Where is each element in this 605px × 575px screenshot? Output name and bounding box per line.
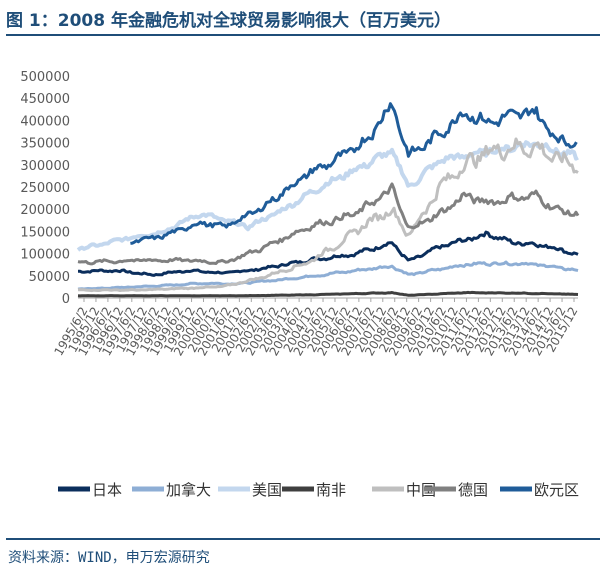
legend-label: 德国 [458,481,488,499]
y-tick-label: 150000 [20,225,70,240]
title-bar: 图 1：2008 年金融危机对全球贸易影响很大（百万美元） [6,4,600,36]
legend-label: 南非 [316,481,346,499]
trade-line-chart: 5000004500004000003500003000002500002000… [20,70,581,499]
chart-title: 图 1：2008 年金融危机对全球贸易影响很大（百万美元） [6,11,451,31]
y-tick-label: 400000 [20,114,70,129]
plot-area [76,102,580,298]
y-tick-label: 100000 [20,248,70,263]
x-axis: 1995/6/21995/121996/6/21996/121997/6/219… [52,297,581,358]
legend-label: 加拿大 [166,481,211,499]
y-tick-label: 350000 [20,137,70,152]
series-line [77,260,579,291]
legend-label: 美国 [252,481,282,499]
y-tick-label: 300000 [20,159,70,174]
y-axis: 5000004500004000003500003000002500002000… [20,70,70,307]
series-line [77,182,580,266]
legend-label: 欧元区 [534,481,579,499]
series-line [76,140,579,252]
source-note: 资料来源：WIND，申万宏源研究 [8,550,210,566]
y-tick-label: 200000 [20,203,70,218]
y-tick-label: 0 [62,292,70,307]
series-line [77,290,579,298]
y-tick-label: 500000 [20,70,70,85]
y-tick-label: 450000 [20,92,70,107]
series-line [77,137,579,293]
series-line [78,230,579,277]
legend-label: 中国 [406,481,436,499]
footer-divider [6,538,600,540]
y-tick-label: 250000 [20,181,70,196]
series-line [130,102,578,245]
legend-label: 日本 [92,481,122,499]
y-tick-label: 50000 [29,270,70,285]
legend: 日本 加拿大 美国 南非 中国 德国 欧元区 [58,481,579,499]
